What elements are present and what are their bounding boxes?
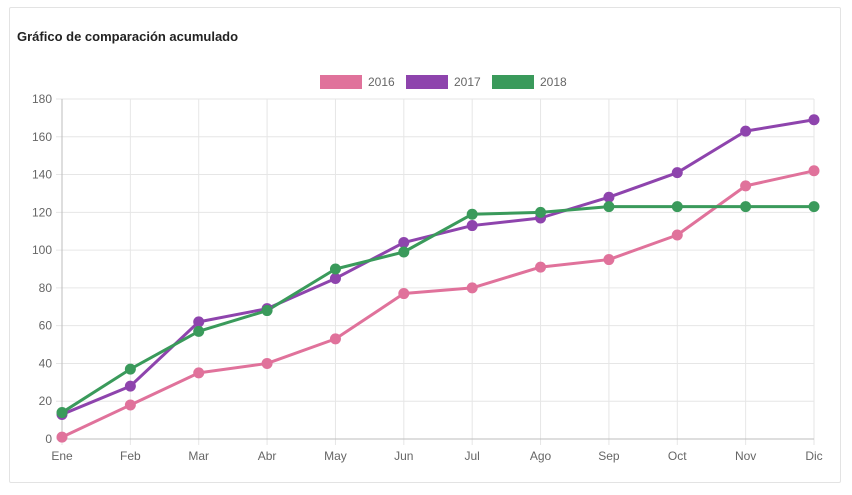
data-point-2016[interactable]	[466, 282, 478, 294]
y-tick-label: 120	[32, 205, 52, 219]
x-tick-label: Dic	[805, 449, 822, 463]
data-point-2017[interactable]	[466, 220, 478, 232]
legend: 2016 2017 2018	[320, 75, 567, 89]
y-tick-label: 100	[32, 243, 52, 257]
data-point-2018[interactable]	[329, 263, 341, 275]
data-point-2017[interactable]	[193, 316, 205, 328]
data-point-2017[interactable]	[124, 380, 136, 392]
y-tick-label: 0	[45, 432, 52, 446]
x-tick-label: Abr	[258, 449, 277, 463]
x-tick-label: Sep	[598, 449, 620, 463]
y-tick-label: 180	[32, 92, 52, 106]
data-point-2016[interactable]	[740, 180, 752, 192]
legend-swatch-2017[interactable]	[406, 75, 448, 89]
legend-label[interactable]: 2017	[454, 75, 481, 89]
data-point-2016[interactable]	[398, 288, 410, 300]
x-tick-label: Oct	[668, 449, 687, 463]
data-point-2016[interactable]	[535, 261, 547, 273]
data-point-2018[interactable]	[535, 206, 547, 218]
data-point-2016[interactable]	[193, 367, 205, 379]
chart-title: Gráfico de comparación acumulado	[17, 29, 239, 44]
y-tick-label: 60	[39, 319, 53, 333]
data-point-2016[interactable]	[329, 333, 341, 345]
data-point-2018[interactable]	[398, 246, 410, 258]
data-point-2018[interactable]	[808, 201, 820, 213]
x-tick-label: Mar	[188, 449, 209, 463]
y-tick-label: 80	[39, 281, 53, 295]
x-tick-label: Ene	[51, 449, 73, 463]
series-line-2018	[61, 205, 814, 414]
data-point-2017[interactable]	[808, 114, 820, 126]
data-point-2017[interactable]	[398, 237, 410, 249]
data-point-2017[interactable]	[603, 191, 615, 203]
legend-label[interactable]: 2018	[540, 75, 567, 89]
data-point-2016[interactable]	[261, 357, 273, 369]
series-lines	[56, 114, 820, 443]
data-point-2016[interactable]	[671, 229, 683, 241]
x-tick-label: Feb	[120, 449, 141, 463]
series-line-2017	[61, 118, 815, 416]
series-line-2016	[61, 169, 815, 439]
data-point-2016[interactable]	[808, 165, 820, 177]
legend-label[interactable]: 2016	[368, 75, 395, 89]
data-point-2016[interactable]	[124, 399, 136, 411]
legend-swatch-2016[interactable]	[320, 75, 362, 89]
data-point-2018[interactable]	[124, 363, 136, 375]
data-point-2018[interactable]	[603, 201, 615, 213]
x-tick-label: Nov	[735, 449, 756, 463]
data-point-2018[interactable]	[56, 407, 68, 419]
data-point-2018[interactable]	[193, 325, 205, 337]
data-point-2018[interactable]	[466, 208, 478, 220]
grid-lines	[56, 98, 815, 445]
y-tick-label: 140	[32, 168, 52, 182]
data-point-2017[interactable]	[671, 167, 683, 179]
data-point-2017[interactable]	[329, 272, 341, 284]
axes: 0 20 40 60 80 100 120 140 160 180 Ene Feb Mar Abr May J…	[32, 92, 823, 463]
x-tick-label: May	[324, 449, 347, 463]
y-tick-label: 20	[39, 394, 53, 408]
data-point-2016[interactable]	[603, 254, 615, 266]
legend-swatch-2018[interactable]	[492, 75, 534, 89]
y-tick-label: 160	[32, 130, 52, 144]
x-tick-label: Ago	[530, 449, 552, 463]
x-tick-label: Jul	[465, 449, 480, 463]
x-tick-label: Jun	[394, 449, 413, 463]
data-point-2018[interactable]	[671, 201, 683, 213]
data-point-2016[interactable]	[56, 431, 68, 443]
y-tick-label: 40	[39, 356, 53, 370]
data-point-2018[interactable]	[261, 305, 273, 317]
data-point-2018[interactable]	[740, 201, 752, 213]
data-point-2017[interactable]	[740, 125, 752, 137]
